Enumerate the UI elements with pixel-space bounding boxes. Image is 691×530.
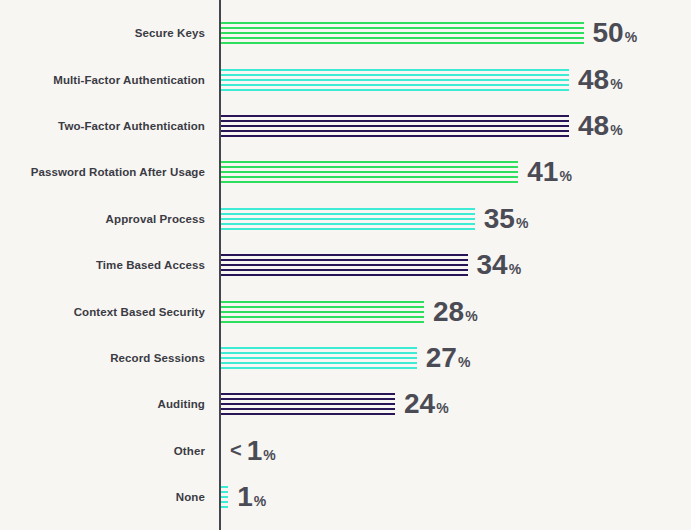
value-number: 50 <box>593 17 624 48</box>
chart-row: Other <1% <box>0 428 691 474</box>
bar-area: 35% <box>221 205 528 233</box>
value-label: 48% <box>578 112 623 140</box>
chart-rows: Secure Keys50%Multi-Factor Authenticatio… <box>0 0 691 530</box>
value-number: 28 <box>433 296 464 327</box>
category-label: Record Sessions <box>0 352 205 364</box>
bar-area: 24% <box>221 390 449 418</box>
category-label: Secure Keys <box>0 27 205 39</box>
percent-sign: % <box>458 354 470 370</box>
category-label: Password Rotation After Usage <box>0 166 205 178</box>
striped-bar <box>221 22 584 44</box>
striped-bar <box>221 486 228 508</box>
bar-area: 27% <box>221 344 470 372</box>
striped-bar <box>221 301 424 323</box>
value-label: 27% <box>426 344 471 372</box>
percent-sign: % <box>559 168 571 184</box>
striped-bar <box>221 393 395 415</box>
value-label: 50% <box>593 19 638 47</box>
chart-row: Secure Keys 50% <box>0 10 691 56</box>
striped-bar <box>221 254 468 276</box>
percent-sign: % <box>516 215 528 231</box>
value-number: 27 <box>426 342 457 373</box>
value-number: 48 <box>578 110 609 141</box>
percent-sign: % <box>610 122 622 138</box>
category-label: Context Based Security <box>0 306 205 318</box>
chart-row: Password Rotation After Usage 41% <box>0 149 691 195</box>
less-than-sign: < <box>230 439 242 461</box>
category-label: Time Based Access <box>0 259 205 271</box>
value-number: 48 <box>578 64 609 95</box>
value-number: 1 <box>237 481 253 512</box>
percent-sign: % <box>465 308 477 324</box>
bar-area: 1% <box>221 483 266 511</box>
category-label: Two-Factor Authentication <box>0 120 205 132</box>
value-number: 24 <box>404 388 435 419</box>
value-number: 41 <box>527 156 558 187</box>
percent-sign: % <box>254 493 266 509</box>
striped-bar <box>221 115 569 137</box>
bar-area: 34% <box>221 251 521 279</box>
chart-row: Record Sessions 27% <box>0 335 691 381</box>
bar-area: 50% <box>221 19 637 47</box>
chart-row: Multi-Factor Authentication 48% <box>0 56 691 102</box>
security-measures-bar-chart: Secure Keys50%Multi-Factor Authenticatio… <box>0 0 691 530</box>
bar-area: 28% <box>221 298 478 326</box>
striped-bar <box>221 347 417 369</box>
category-label: Auditing <box>0 398 205 410</box>
value-number: 35 <box>484 203 515 234</box>
percent-sign: % <box>625 29 637 45</box>
chart-row: Context Based Security 28% <box>0 288 691 334</box>
bar-area: 41% <box>221 158 572 186</box>
chart-row: Time Based Access 34% <box>0 242 691 288</box>
value-number: 1 <box>247 435 263 466</box>
value-label: 24% <box>404 390 449 418</box>
category-label: Other <box>0 445 205 457</box>
striped-bar <box>221 161 518 183</box>
percent-sign: % <box>263 447 275 463</box>
value-number: 34 <box>477 249 508 280</box>
category-label: None <box>0 491 205 503</box>
chart-row: Two-Factor Authentication 48% <box>0 103 691 149</box>
value-label: 35% <box>484 205 529 233</box>
value-label: <1% <box>230 437 276 465</box>
value-label: 41% <box>527 158 572 186</box>
striped-bar <box>221 208 475 230</box>
chart-row: Auditing 24% <box>0 381 691 427</box>
value-label: 48% <box>578 66 623 94</box>
striped-bar <box>221 69 569 91</box>
percent-sign: % <box>610 76 622 92</box>
chart-row: Approval Process 35% <box>0 196 691 242</box>
value-label: 34% <box>477 251 522 279</box>
bar-area: 48% <box>221 112 623 140</box>
value-label: 28% <box>433 298 478 326</box>
category-label: Approval Process <box>0 213 205 225</box>
bar-area: <1% <box>221 437 276 465</box>
chart-row: None 1% <box>0 474 691 520</box>
percent-sign: % <box>509 261 521 277</box>
value-label: 1% <box>237 483 266 511</box>
percent-sign: % <box>436 400 448 416</box>
category-label: Multi-Factor Authentication <box>0 74 205 86</box>
bar-area: 48% <box>221 66 623 94</box>
